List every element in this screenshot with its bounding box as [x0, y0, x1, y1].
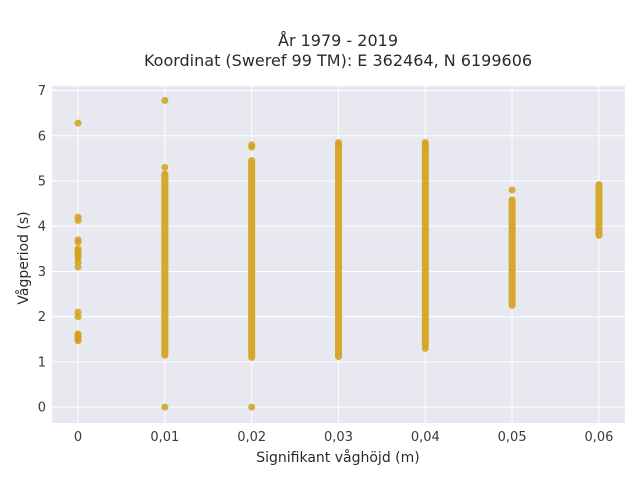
y-tick-label: 2: [38, 310, 46, 325]
x-tick-label: 0,01: [150, 430, 179, 445]
x-axis-label: Signifikant våghöjd (m): [256, 449, 419, 466]
data-point: [74, 119, 82, 127]
data-point: [161, 403, 169, 411]
data-point: [74, 238, 82, 246]
data-point: [74, 216, 82, 224]
y-tick-label: 6: [38, 129, 46, 144]
y-tick-label: 1: [38, 355, 46, 370]
chart-title: År 1979 - 2019: [278, 31, 398, 50]
y-tick-label: 0: [38, 401, 46, 416]
data-point: [248, 403, 256, 411]
data-point: [508, 186, 516, 194]
x-tick-label: 0,04: [411, 430, 440, 445]
x-tick-labels: 0 0,01 0,02 0,03 0,04 0,05 0,06: [74, 430, 614, 445]
x-tick-label: 0,06: [584, 430, 613, 445]
y-axis-label: Vågperiod (s): [15, 211, 32, 304]
data-point: [421, 139, 429, 147]
data-point: [161, 163, 169, 171]
data-point: [74, 313, 82, 321]
data-point: [74, 263, 82, 271]
data-points: [74, 96, 603, 411]
x-tick-label: 0,02: [237, 430, 266, 445]
x-tick-label: 0,05: [498, 430, 527, 445]
y-tick-label: 5: [38, 174, 46, 189]
data-point: [161, 96, 169, 104]
x-tick-label: 0,03: [324, 430, 353, 445]
y-tick-label: 7: [38, 84, 46, 99]
chart-subtitle: Koordinat (Sweref 99 TM): E 362464, N 61…: [144, 51, 532, 70]
y-tick-label: 4: [38, 220, 46, 235]
y-tick-label: 3: [38, 265, 46, 280]
x-tick-label: 0: [74, 430, 82, 445]
data-point: [248, 143, 256, 151]
data-point: [74, 337, 82, 345]
data-point: [421, 344, 429, 352]
y-tick-labels: 0 1 2 3 4 5 6 7: [38, 84, 46, 416]
data-point: [335, 139, 342, 147]
